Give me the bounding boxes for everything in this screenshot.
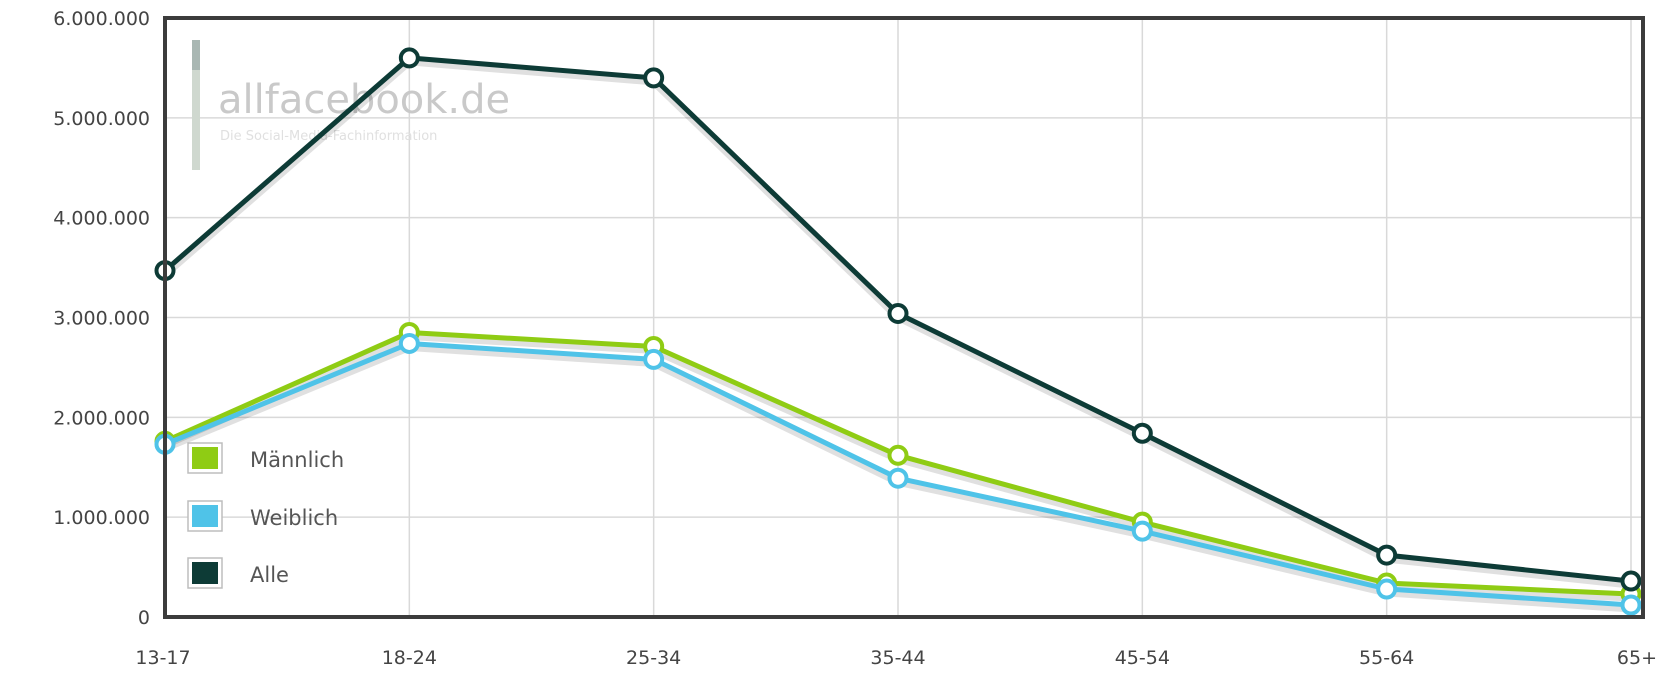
- legend-swatch: [192, 505, 218, 527]
- y-tick-label: 0: [138, 607, 150, 629]
- data-point: [887, 303, 909, 325]
- watermark-bar-top: [192, 40, 200, 70]
- data-point: [1131, 422, 1153, 444]
- y-tick-label: 5.000.000: [53, 108, 150, 130]
- data-point: [643, 67, 665, 89]
- grid: [164, 17, 1643, 618]
- legend-swatch: [192, 562, 218, 584]
- x-tick-label: 25-34: [626, 647, 681, 669]
- y-tick-label: 4.000.000: [53, 208, 150, 230]
- legend-label: Weiblich: [250, 506, 338, 530]
- data-point: [887, 467, 909, 489]
- legend-label: Alle: [250, 563, 289, 587]
- y-tick-label: 2.000.000: [53, 407, 150, 429]
- axis-labels: 0 1.000.000 2.000.000 3.000.000 4.000.000 5.0…: [53, 8, 1657, 669]
- plot-frame: [163, 16, 1645, 619]
- x-tick-label: 45-54: [1115, 647, 1170, 669]
- legend-swatch: [192, 447, 218, 469]
- watermark-logo: allfacebook.de Die Social-Media-Fachinfo…: [192, 40, 510, 170]
- watermark-bar: [192, 40, 200, 170]
- legend-item: Alle: [187, 557, 289, 589]
- series: [154, 47, 1642, 616]
- x-tick-label: 13-17: [135, 647, 190, 669]
- y-tick-label: 1.000.000: [53, 507, 150, 529]
- data-point: [1376, 578, 1398, 600]
- data-point: [643, 348, 665, 370]
- data-point: [1376, 544, 1398, 566]
- x-tick-label: 18-24: [382, 647, 437, 669]
- legend-item: Männlich: [187, 442, 344, 474]
- x-tick-label: 65+: [1617, 647, 1657, 669]
- data-point: [1131, 520, 1153, 542]
- series-2: [154, 47, 1642, 592]
- legend-label: Männlich: [250, 448, 344, 472]
- watermark-tagline: Die Social-Media-Fachinformation: [220, 129, 437, 144]
- data-point: [398, 47, 420, 69]
- legend: Männlich Weiblich Alle: [187, 442, 344, 589]
- data-point: [887, 444, 909, 466]
- data-point: [1620, 594, 1642, 616]
- y-tick-label: 6.000.000: [53, 8, 150, 30]
- x-tick-label: 35-44: [870, 647, 925, 669]
- data-point: [398, 332, 420, 354]
- y-tick-label: 3.000.000: [53, 308, 150, 330]
- data-point: [1620, 570, 1642, 592]
- legend-item: Weiblich: [187, 500, 338, 532]
- x-tick-label: 55-64: [1359, 647, 1414, 669]
